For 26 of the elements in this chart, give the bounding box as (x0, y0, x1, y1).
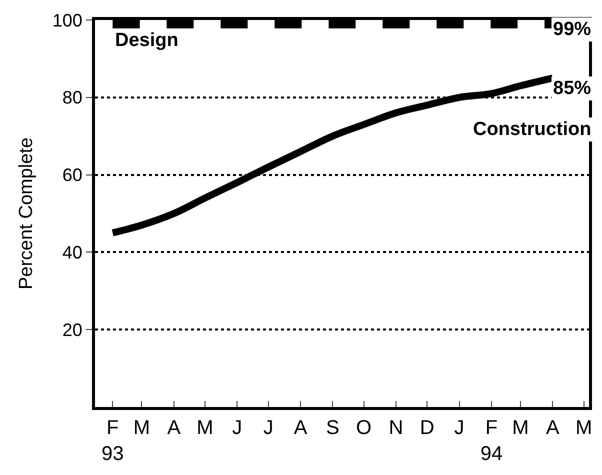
y-tick-label: 40 (62, 242, 82, 262)
y-tick-label: 80 (62, 88, 82, 108)
x-tick-label: N (388, 417, 404, 439)
x-tick-label: J (454, 417, 464, 439)
annotation: 85% (553, 78, 592, 99)
series-label: Design (115, 30, 178, 51)
annotation: 99% (553, 19, 592, 40)
x-tick-label: J (263, 417, 274, 439)
x-tick-label: A (294, 417, 308, 439)
x-tick-label: M (512, 417, 529, 439)
y-tick-label: 20 (62, 320, 82, 340)
x-tick-label: M (575, 417, 592, 439)
x-tick-label: A (546, 417, 560, 439)
x-tick-label: O (356, 417, 372, 439)
y-axis-title: Percent Complete (16, 137, 38, 290)
series-label: Construction (473, 119, 592, 140)
y-tick-label: 100 (52, 10, 82, 30)
x-tick-label: D (420, 417, 434, 439)
x-tick-label: A (167, 417, 182, 439)
x-tick-label: J (232, 417, 242, 439)
y-tick-label: 60 (62, 165, 82, 186)
x-tick-label: S (326, 417, 340, 439)
x-tick-label: F 94 (480, 417, 503, 465)
x-tick-label: M (133, 417, 150, 439)
x-tick-label: F 93 (102, 417, 124, 465)
x-tick-label: M (196, 417, 214, 439)
